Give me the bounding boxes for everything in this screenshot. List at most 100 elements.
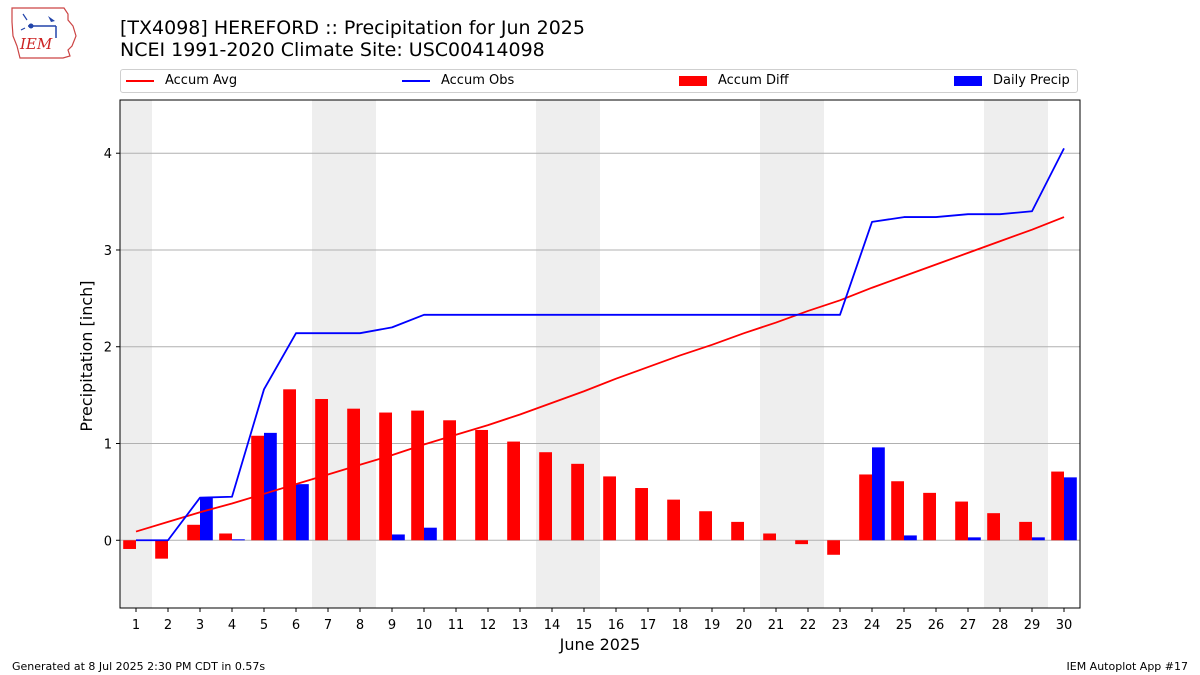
accum-avg-line [135,216,1065,533]
x-tick-label-26: 26 [928,618,945,633]
accum-diff-bar-10 [411,410,424,541]
accum-diff-bar-20 [731,521,744,541]
accum-diff-bar-24 [859,474,872,541]
iem-logo: IEM [11,7,77,59]
x-tick-label-13: 13 [512,618,529,633]
weekend-band-2 [312,100,376,608]
line-series [135,147,1065,542]
legend-swatch-daily-precip [954,75,982,86]
accum-diff-bar-26 [923,492,936,541]
accum-diff-bar-17 [635,488,648,541]
daily-precip-bar-29 [1032,537,1045,541]
x-axis-label: June 2025 [559,635,641,654]
accum-diff-bar-7 [315,398,328,541]
x-tick-label-10: 10 [416,618,433,633]
x-tick-label-12: 12 [480,618,497,633]
accum-diff-bar-4 [219,533,232,541]
x-tick-label-5: 5 [260,618,268,633]
y-tick-label-1: 1 [104,438,112,453]
legend-label-accum-avg: Accum Avg [165,73,238,88]
daily-precip-bar-27 [968,537,981,541]
weekend-band-1 [120,100,152,608]
bar-series [123,389,1077,559]
y-tick-label-2: 2 [104,341,112,356]
daily-precip-bar-5 [264,432,277,541]
y-tick-label-4: 4 [104,147,112,162]
accum-diff-bar-11 [443,420,456,541]
accum-diff-bar-15 [571,463,584,541]
legend-label-daily-precip: Daily Precip [993,73,1070,88]
accum-diff-bar-6 [283,389,296,541]
legend-label-accum-obs: Accum Obs [441,73,515,88]
x-tick-label-20: 20 [736,618,753,633]
x-tick-label-22: 22 [800,618,817,633]
x-tick-label-27: 27 [960,618,977,633]
daily-precip-bar-10 [424,527,437,541]
daily-precip-bar-24 [872,447,885,541]
accum-diff-bar-25 [891,481,904,541]
y-tick-label-3: 3 [104,244,112,259]
y-gridlines [120,152,1080,541]
weekend-shading [120,100,1048,608]
legend-swatch-accum-diff [679,75,707,86]
x-tick-label-23: 23 [832,618,849,633]
legend-item-daily-precip: Daily Precip [954,73,1070,88]
daily-precip-bar-25 [904,535,917,541]
chart-title: [TX4098] HEREFORD :: Precipitation for J… [120,17,585,39]
daily-precip-bar-3 [200,497,213,541]
y-axis: 0 1 2 3 4 [104,147,120,549]
accum-diff-bar-16 [603,476,616,541]
accum-diff-bar-28 [987,513,1000,541]
x-tick-label-4: 4 [228,618,236,633]
accum-diff-bar-2 [155,540,168,559]
x-tick-label-28: 28 [992,618,1009,633]
accum-diff-bar-21 [763,533,776,541]
weekend-band-3 [536,100,600,608]
logo-text: IEM [19,35,53,53]
x-tick-label-15: 15 [576,618,593,633]
legend-swatch-accum-obs [402,79,430,82]
accum-diff-bar-27 [955,501,968,541]
x-tick-label-8: 8 [356,618,364,633]
x-tick-label-24: 24 [864,618,881,633]
x-axis: 1 2 3 4 5 6 7 8 9 10 11 12 13 14 15 16 17 18 19 20 21 22 23 24 2… [132,608,1072,633]
weekend-band-4 [760,100,824,608]
x-tick-label-6: 6 [292,618,300,633]
y-tick-label-0: 0 [104,534,112,549]
x-tick-label-19: 19 [704,618,721,633]
accum-diff-bar-8 [347,408,360,541]
x-tick-label-29: 29 [1024,618,1041,633]
plot-frame [119,99,1081,609]
x-tick-label-17: 17 [640,618,657,633]
x-tick-label-21: 21 [768,618,785,633]
accum-diff-bar-9 [379,412,392,541]
accum-diff-bar-19 [699,511,712,541]
daily-precip-bar-30 [1064,477,1077,541]
x-tick-label-14: 14 [544,618,561,633]
x-tick-label-11: 11 [448,618,465,633]
legend-item-accum-obs: Accum Obs [402,73,514,88]
chart-subtitle: NCEI 1991-2020 Climate Site: USC00414098 [120,39,545,61]
accum-diff-bar-3 [187,524,200,541]
accum-diff-bar-22 [795,540,808,545]
accum-diff-bar-14 [539,452,552,541]
legend-label-accum-diff: Accum Diff [718,73,789,88]
y-axis-label: Precipitation [inch] [77,280,96,431]
x-tick-label-3: 3 [196,618,204,633]
daily-precip-bar-6 [296,484,309,541]
x-tick-label-1: 1 [132,618,140,633]
accum-obs-line [136,147,1065,542]
legend-item-accum-avg: Accum Avg [126,73,237,88]
app-credit: IEM Autoplot App #17 [1066,660,1189,673]
accum-diff-bar-18 [667,499,680,541]
generated-timestamp: Generated at 8 Jul 2025 2:30 PM CDT in 0… [12,660,266,673]
daily-precip-bar-9 [392,534,405,541]
accum-diff-bar-5 [251,435,264,541]
x-tick-label-30: 30 [1056,618,1073,633]
legend-swatch-accum-avg [126,79,154,82]
accum-diff-bar-1 [123,540,136,549]
legend: Accum Avg Accum Obs Accum Diff Daily Pre… [120,69,1078,93]
accum-diff-bar-13 [507,441,520,541]
daily-precip-bar-4 [232,539,245,541]
